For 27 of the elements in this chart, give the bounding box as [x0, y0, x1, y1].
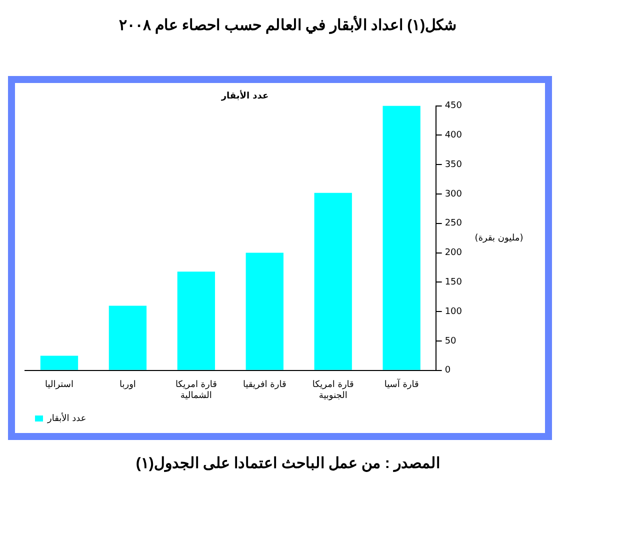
legend-label: عدد الأبقار — [46, 412, 86, 424]
bar — [246, 252, 284, 370]
bar — [177, 272, 216, 370]
y-tick-label: 450 — [444, 101, 462, 112]
y-tick-label: 100 — [444, 306, 462, 317]
x-tick-label: قارة امريكا الشمالية — [175, 380, 217, 401]
y-tick-label: 250 — [444, 218, 462, 229]
chart-title: عدد الأبقار — [220, 90, 269, 102]
x-tick-label: قارة افريقيا — [243, 380, 286, 390]
x-tick-label: قارة آسيا — [384, 378, 419, 390]
text: شكل(١) اعداد الأبقار في العالم حسب احصاء عام ٢٠٠٨ — [118, 16, 458, 36]
text: المصدر : من عمل الباحث اعتمادا على الجدول(١) — [134, 454, 442, 472]
bar — [108, 306, 147, 370]
y-tick-label: 0 — [444, 366, 451, 376]
y-tick-label: 350 — [444, 160, 462, 170]
bar — [382, 106, 420, 370]
y-axis-title: (مليون بقرة) — [474, 233, 524, 244]
y-tick-label: 50 — [444, 336, 457, 346]
x-tick-label: قارة امريكا الجنوبية — [312, 380, 354, 401]
y-tick-label: 200 — [444, 248, 462, 258]
bar — [40, 356, 78, 370]
x-tick-label: استراليا — [45, 380, 74, 390]
x-tick-label: اوربا — [119, 380, 136, 390]
bar — [314, 192, 352, 370]
y-tick-label: 300 — [444, 189, 462, 200]
y-tick-label: 400 — [444, 130, 462, 141]
y-tick-label: 150 — [444, 278, 462, 288]
